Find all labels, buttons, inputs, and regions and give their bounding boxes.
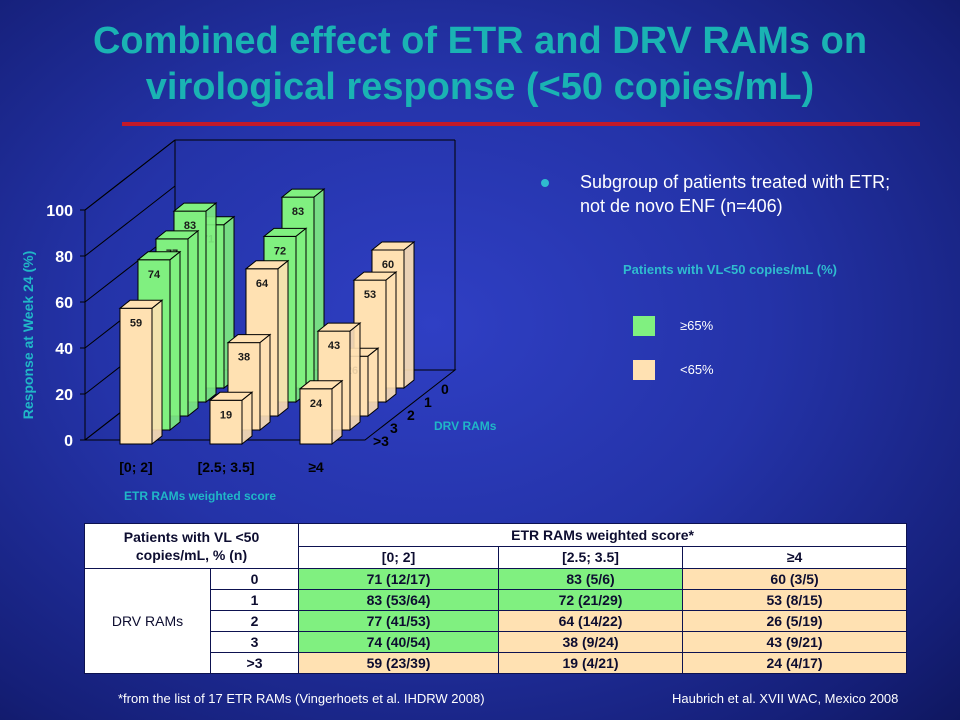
x-tick-label: [0; 2] [119, 459, 152, 475]
table-cell: 38 (9/24) [498, 631, 684, 653]
bar-side [331, 379, 343, 446]
bar-side [295, 227, 307, 404]
table-row-label: >3 [209, 652, 300, 674]
bullet-text: Subgroup of patients treated with ETR; n… [580, 172, 891, 216]
bar-side [205, 202, 217, 404]
bar-side [151, 299, 163, 446]
legend-title: Patients with VL<50 copies/mL (%) [623, 262, 837, 277]
bullet-icon [541, 179, 549, 187]
table-row: DRV RAMs 0 71 (12/17) 83 (5/6) 60 (3/5) [84, 568, 908, 674]
y-tick-label: 20 [55, 387, 73, 404]
depth-tick-label: >3 [373, 433, 389, 449]
table-cell: 74 (40/54) [298, 631, 500, 653]
bar-value-label: 53 [364, 289, 376, 301]
bar-side [367, 347, 379, 418]
table-cell: 72 (21/29) [498, 589, 684, 611]
bar-value-label: 64 [256, 278, 269, 290]
bar-side [349, 322, 361, 432]
table-row-label: 2 [209, 610, 300, 632]
table-cell: 60 (3/5) [682, 568, 908, 590]
bar-side [277, 259, 289, 418]
bar-value-label: 24 [310, 398, 323, 410]
depth-tick-label: 1 [424, 394, 432, 410]
table-row: 1 83 (53/64) 72 (21/29) 53 (8/15) [85, 589, 908, 611]
y-gridline [84, 139, 176, 211]
table-row-label: 0 [209, 568, 300, 590]
bar: 53 [352, 271, 398, 404]
bar-front [299, 388, 333, 445]
legend-label-low: <65% [680, 362, 714, 377]
table-cell: 19 (4/21) [498, 652, 684, 674]
table-header-left: Patients with VL <50 copies/mL, % (n) [83, 523, 300, 569]
bar-value-label: 74 [148, 269, 161, 281]
bar-value-label: 38 [238, 352, 250, 364]
table-cell: 83 (53/64) [298, 589, 500, 611]
table-col-header: ≥4 [682, 545, 908, 569]
y-tick-label: 100 [46, 203, 73, 220]
bar-value-label: 59 [130, 317, 142, 329]
x-axis-label: ETR RAMs weighted score [124, 489, 276, 503]
table-row-label: 3 [209, 631, 300, 653]
table-row-label: 1 [209, 589, 300, 611]
bar-side [241, 391, 253, 446]
title-divider [122, 122, 920, 126]
table-col-header: [2.5; 3.5] [498, 545, 684, 569]
response-table: Patients with VL <50 copies/mL, % (n) ET… [83, 523, 908, 674]
table-cell: 53 (8/15) [682, 589, 908, 611]
bar: 19 [208, 391, 254, 446]
depth-tick-label: 2 [407, 407, 415, 423]
depth-tick-label: 3 [390, 420, 398, 436]
y-gridline [84, 185, 176, 257]
y-tick-label: 0 [64, 433, 73, 450]
table-cell: 26 (5/19) [682, 610, 908, 632]
bar-value-label: 83 [292, 206, 304, 218]
bar-side [169, 250, 181, 432]
slide-title: Combined effect of ETR and DRV RAMs on v… [92, 20, 868, 108]
y-tick-label: 80 [55, 249, 73, 266]
table-cell: 77 (41/53) [298, 610, 500, 632]
3d-bar-chart: 718360837253776426743843591924 020406080… [20, 139, 497, 503]
legend-label-high: ≥65% [680, 318, 714, 333]
table-header-group: ETR RAMs weighted score* [298, 523, 908, 547]
table-col-header: [0; 2] [298, 545, 500, 569]
table-row: >3 59 (23/39) 19 (4/21) 24 (4/17) [85, 652, 908, 674]
bar: 38 [226, 333, 272, 432]
bar-value-label: 19 [220, 409, 232, 421]
footnote: *from the list of 17 ETR RAMs (Vingerhoe… [118, 691, 485, 706]
bar-side [187, 229, 199, 418]
bar-value-label: 72 [274, 245, 286, 257]
bar-value-label: 60 [382, 259, 394, 271]
depth-axis-label: DRV RAMs [434, 419, 497, 433]
bar-side [259, 333, 271, 432]
table-cell: 43 (9/21) [682, 631, 908, 653]
x-tick-label: ≥4 [308, 459, 324, 475]
y-tick-label: 40 [55, 341, 73, 358]
depth-tick-label: 0 [441, 381, 449, 397]
table-cell: 59 (23/39) [298, 652, 500, 674]
bar-front [209, 399, 243, 445]
table-body: DRV RAMs 0 71 (12/17) 83 (5/6) 60 (3/5) 1 83 (… [84, 568, 908, 674]
table-row: 2 77 (41/53) 64 (14/22) 26 (5/19) [85, 610, 908, 632]
bar-side [385, 271, 397, 404]
bar-value-label: 43 [328, 340, 340, 352]
y-axis-label: Response at Week 24 (%) [20, 251, 36, 420]
bar: 24 [298, 379, 344, 446]
table-cell: 83 (5/6) [498, 568, 684, 590]
legend-swatch-high [633, 316, 655, 336]
chart-bars: 718360837253776426743843591924 [118, 188, 416, 446]
legend-swatch-low [633, 360, 655, 380]
bar: 59 [118, 299, 164, 446]
table-cell: 71 (12/17) [298, 568, 500, 590]
bar-front [119, 307, 153, 445]
table-cell: 24 (4/17) [682, 652, 908, 674]
table-cell: 64 (14/22) [498, 610, 684, 632]
citation: Haubrich et al. XVII WAC, Mexico 2008 [672, 691, 899, 706]
table-row-group-label: DRV RAMs [84, 568, 211, 674]
y-tick-label: 60 [55, 295, 73, 312]
bar-value-label: 83 [184, 220, 196, 232]
bar-side [403, 240, 415, 390]
x-tick-label: [2.5; 3.5] [198, 459, 255, 475]
